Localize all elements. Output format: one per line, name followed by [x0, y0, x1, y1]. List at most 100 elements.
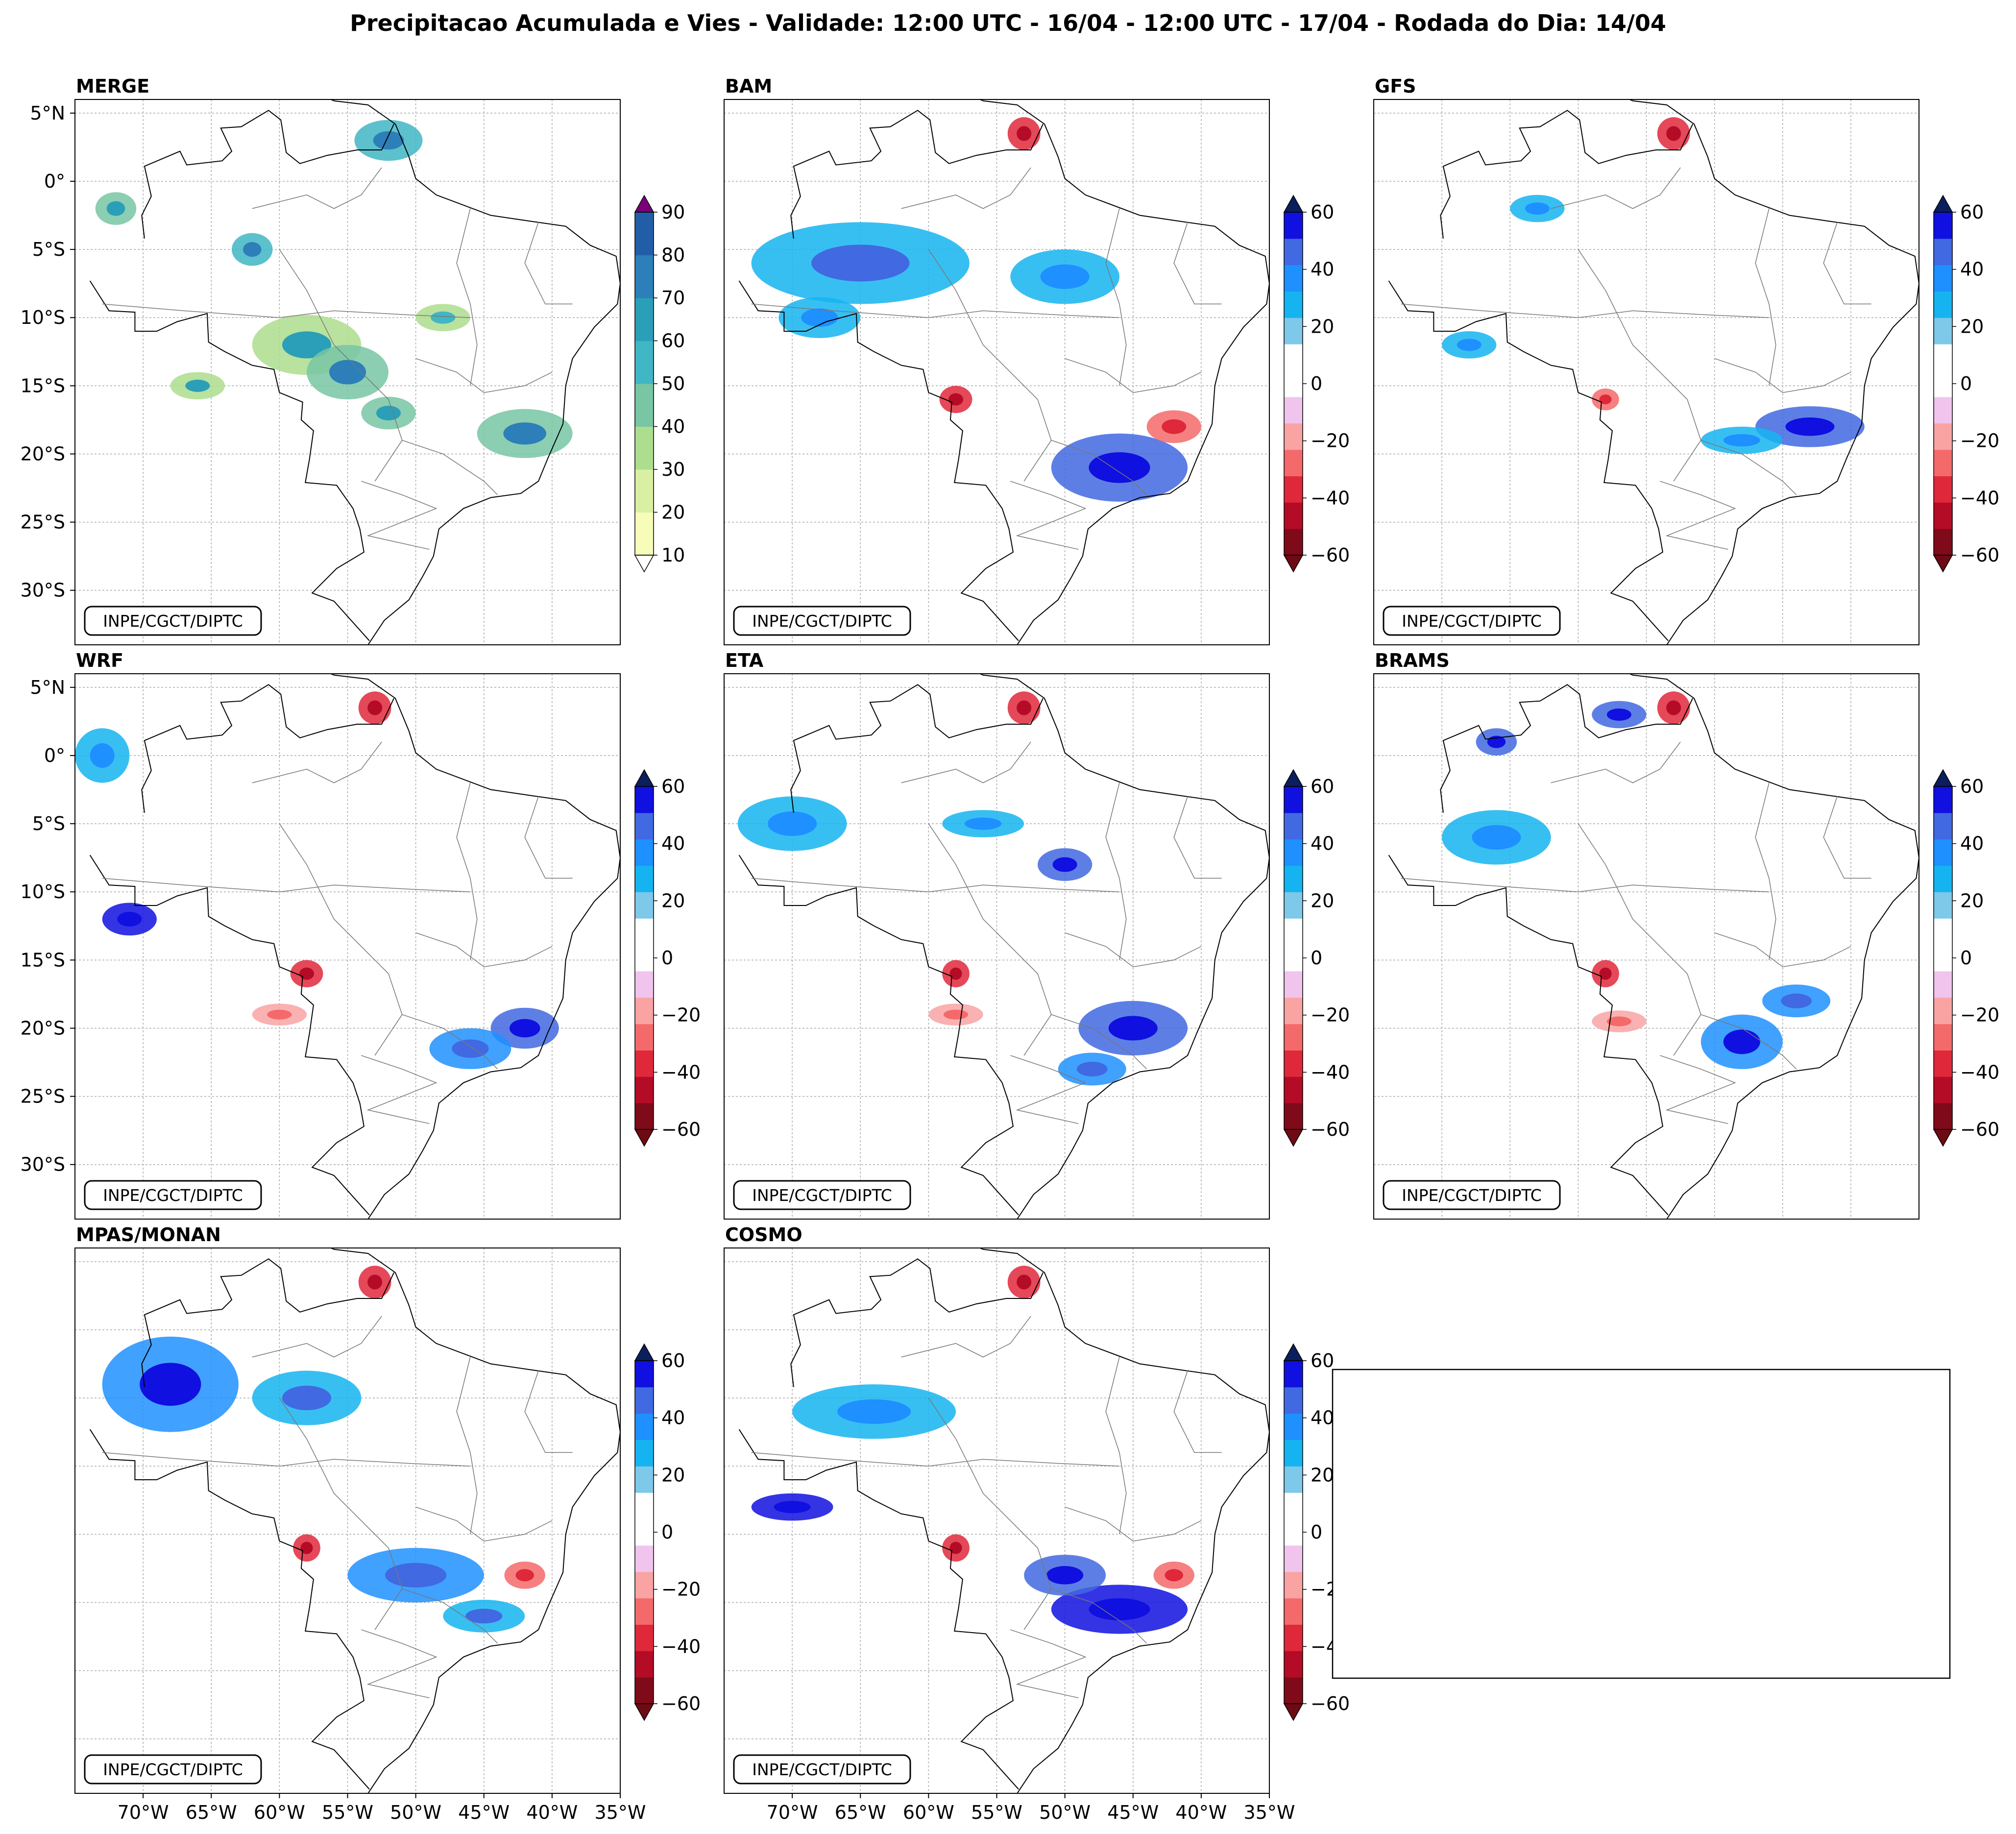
- map-panel-merge: MERGE INPE/CGCT/DIPTC 5°N 0° 5°S 10°S 15°S 20°S…: [21, 75, 685, 645]
- state-border: [1173, 796, 1222, 879]
- precip-core: [515, 1569, 534, 1582]
- colorbar-tick-label: −20: [1311, 430, 1350, 452]
- precip-core: [282, 1386, 332, 1411]
- precip-core: [1599, 967, 1612, 980]
- state-border: [1065, 1506, 1202, 1541]
- state-border: [361, 481, 437, 550]
- colorbar-band: [1934, 1103, 1952, 1130]
- colorbar-band: [1934, 423, 1952, 450]
- panel-title: COSMO: [725, 1224, 802, 1246]
- colorbar-band: [1934, 396, 1952, 424]
- colorbar-band: [635, 1387, 654, 1414]
- coastline: [75, 674, 620, 1219]
- lat-tick-label: 0°: [44, 745, 65, 766]
- colorbar-band: [1284, 1361, 1303, 1388]
- colorbar-extend-max: [1283, 195, 1304, 213]
- precip-core: [376, 405, 401, 421]
- coastline: [75, 1248, 620, 1793]
- state-border: [279, 1397, 307, 1440]
- colorbar-tick-label: −60: [1960, 544, 1999, 566]
- precip-core: [243, 242, 262, 257]
- colorbar-band: [1934, 449, 1952, 476]
- country-border: [89, 1429, 370, 1790]
- colorbar-tick-label: −40: [661, 1636, 701, 1657]
- state-border: [252, 1316, 382, 1358]
- colorbar-extend-min: [1933, 555, 1953, 573]
- colorbar-band: [635, 1624, 654, 1651]
- colorbar-band: [1284, 997, 1303, 1025]
- colorbar-band: [1284, 918, 1303, 945]
- precip-core: [1666, 126, 1681, 141]
- colorbar-band: [635, 1519, 654, 1546]
- country-border: [790, 684, 1044, 813]
- precip-core: [367, 700, 383, 715]
- colorbar-band: [635, 1598, 654, 1625]
- colorbar-band: [1284, 1413, 1303, 1441]
- state-border: [102, 303, 470, 318]
- colorbar-band: [1284, 1545, 1303, 1572]
- credit-box: [1383, 1180, 1561, 1210]
- precip-core: [373, 131, 404, 150]
- colorbar-tick-label: 40: [661, 833, 685, 855]
- country-border: [1440, 684, 1694, 813]
- lon-tick-label: 35°W: [1244, 1802, 1295, 1823]
- precip-core: [801, 308, 838, 327]
- colorbar-extend-min: [1933, 1129, 1953, 1147]
- colorbar-band: [1934, 1076, 1952, 1103]
- colorbar-band: [635, 1050, 654, 1077]
- credit-box: [733, 606, 911, 636]
- precip-core: [267, 1009, 292, 1020]
- lat-tick-label: 20°S: [21, 1017, 65, 1039]
- lat-tick-label: 15°S: [21, 949, 65, 971]
- state-border: [415, 932, 553, 967]
- precip-core: [1723, 1029, 1760, 1054]
- colorbar-band: [1934, 318, 1952, 344]
- colorbar-tick-label: 60: [661, 1350, 685, 1371]
- state-border: [456, 208, 478, 386]
- credit-label: INPE/CGCT/DIPTC: [103, 1186, 243, 1205]
- colorbar-tick-label: −20: [1960, 430, 1999, 452]
- precip-core: [1046, 1566, 1084, 1585]
- precip-core: [943, 1009, 969, 1020]
- colorbar-tick-label: 20: [661, 890, 685, 911]
- precip-core: [1472, 825, 1521, 850]
- colorbar-band: [1284, 839, 1303, 866]
- lon-tick-label: 65°W: [835, 1802, 886, 1823]
- empty-axes: [1332, 1369, 1951, 1679]
- colorbar-tick-label: 60: [1311, 776, 1334, 797]
- colorbar-band: [1934, 839, 1952, 866]
- lat-tick-label: 5°N: [30, 102, 65, 124]
- colorbar-extend-max: [1283, 769, 1304, 787]
- colorbar-band: [1284, 502, 1303, 529]
- colorbar-band: [635, 997, 654, 1025]
- map-panel-brams: BRAMS INPE/CGCT/DIPTC 60 40 20 0 −20 −40 −60: [1373, 650, 1999, 1220]
- colorbar-band: [635, 1103, 654, 1130]
- colorbar-band: [635, 426, 654, 470]
- precip-core: [1076, 1061, 1108, 1076]
- state-border: [361, 1055, 437, 1124]
- state-border: [1823, 796, 1871, 879]
- state-border: [402, 1588, 498, 1644]
- colorbar-band: [1284, 1492, 1303, 1519]
- state-border: [402, 440, 498, 495]
- precip-core: [1017, 126, 1032, 141]
- precip-core: [1599, 394, 1612, 405]
- precip-core: [1040, 264, 1090, 289]
- precip-core: [1666, 700, 1681, 715]
- state-border: [1714, 932, 1851, 967]
- credit-box: [84, 1754, 262, 1785]
- state-border: [524, 796, 573, 879]
- lat-tick-label: 25°S: [21, 512, 65, 533]
- lon-tick-label: 55°W: [322, 1802, 373, 1823]
- map-content: [75, 99, 620, 645]
- colorbar-tick-label: 20: [661, 502, 685, 523]
- state-border: [1700, 1014, 1797, 1070]
- precip-core: [106, 201, 125, 216]
- colorbar-tick-label: 20: [1960, 890, 1984, 911]
- colorbar-tick-label: 50: [661, 373, 685, 394]
- state-border: [1173, 1370, 1222, 1453]
- state-border: [306, 1439, 403, 1630]
- precip-core: [948, 393, 964, 406]
- coastline: [1374, 674, 1919, 1219]
- colorbar-band: [635, 892, 654, 919]
